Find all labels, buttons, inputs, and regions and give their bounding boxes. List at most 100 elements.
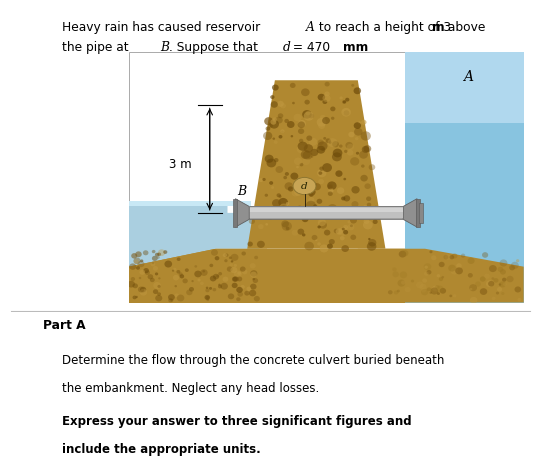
- Text: the embankment. Neglect any head losses.: the embankment. Neglect any head losses.: [62, 382, 320, 395]
- Circle shape: [437, 292, 440, 295]
- Circle shape: [279, 195, 281, 198]
- Text: A: A: [306, 21, 314, 34]
- Circle shape: [373, 219, 378, 224]
- Circle shape: [280, 129, 285, 133]
- Circle shape: [366, 197, 371, 201]
- Circle shape: [309, 193, 313, 197]
- Circle shape: [234, 264, 237, 267]
- Circle shape: [288, 186, 294, 191]
- Circle shape: [449, 295, 452, 297]
- Circle shape: [315, 239, 318, 241]
- Circle shape: [401, 280, 406, 285]
- Circle shape: [265, 194, 268, 197]
- Circle shape: [430, 292, 432, 294]
- Circle shape: [296, 215, 300, 218]
- Circle shape: [281, 130, 284, 133]
- Circle shape: [300, 163, 304, 166]
- Circle shape: [200, 281, 204, 285]
- Circle shape: [475, 281, 481, 287]
- Circle shape: [511, 262, 519, 269]
- Circle shape: [301, 88, 309, 96]
- Circle shape: [325, 91, 329, 96]
- Circle shape: [275, 117, 283, 123]
- Bar: [419, 203, 423, 223]
- Circle shape: [453, 294, 457, 297]
- Circle shape: [491, 277, 494, 280]
- Polygon shape: [129, 204, 259, 270]
- Circle shape: [218, 272, 222, 275]
- Circle shape: [292, 230, 298, 235]
- Circle shape: [351, 84, 354, 87]
- Bar: [405, 52, 524, 123]
- Circle shape: [285, 182, 293, 190]
- Circle shape: [489, 265, 497, 272]
- Circle shape: [272, 84, 279, 91]
- Circle shape: [305, 180, 311, 186]
- Circle shape: [292, 102, 295, 104]
- Circle shape: [163, 250, 167, 254]
- Circle shape: [361, 131, 371, 141]
- Circle shape: [213, 274, 219, 280]
- Text: d: d: [301, 182, 308, 190]
- Circle shape: [285, 119, 289, 123]
- Circle shape: [296, 185, 306, 194]
- Circle shape: [430, 250, 432, 253]
- Circle shape: [354, 122, 361, 129]
- Circle shape: [250, 284, 256, 289]
- Circle shape: [394, 290, 398, 295]
- Circle shape: [514, 287, 521, 293]
- Circle shape: [328, 138, 338, 147]
- Circle shape: [131, 253, 137, 258]
- Circle shape: [425, 265, 428, 269]
- Circle shape: [503, 283, 507, 286]
- Circle shape: [194, 265, 197, 268]
- Circle shape: [318, 226, 321, 228]
- Circle shape: [321, 148, 325, 151]
- Circle shape: [279, 135, 282, 138]
- Circle shape: [499, 259, 507, 266]
- Circle shape: [318, 219, 326, 226]
- Circle shape: [148, 274, 153, 280]
- Circle shape: [237, 272, 241, 275]
- Circle shape: [220, 283, 228, 289]
- Circle shape: [469, 284, 477, 291]
- Circle shape: [316, 118, 326, 127]
- Bar: [129, 249, 524, 303]
- Circle shape: [333, 149, 342, 158]
- Text: B: B: [237, 185, 246, 198]
- Polygon shape: [358, 249, 524, 303]
- Circle shape: [210, 276, 216, 281]
- Circle shape: [328, 188, 334, 193]
- Circle shape: [237, 277, 242, 281]
- Circle shape: [316, 146, 325, 154]
- Circle shape: [138, 287, 144, 293]
- Circle shape: [180, 274, 184, 279]
- Circle shape: [249, 219, 255, 224]
- Ellipse shape: [293, 177, 316, 195]
- Circle shape: [209, 287, 212, 290]
- Bar: [249, 206, 403, 219]
- Circle shape: [177, 257, 181, 261]
- Circle shape: [305, 189, 309, 193]
- Circle shape: [153, 266, 158, 271]
- Circle shape: [281, 220, 289, 227]
- Circle shape: [298, 121, 305, 128]
- Circle shape: [232, 277, 237, 282]
- Circle shape: [322, 95, 331, 102]
- Circle shape: [254, 296, 260, 302]
- Circle shape: [278, 113, 283, 118]
- Circle shape: [241, 251, 246, 256]
- Circle shape: [285, 172, 289, 176]
- Circle shape: [350, 224, 353, 227]
- Circle shape: [319, 171, 322, 175]
- Circle shape: [133, 283, 138, 288]
- Circle shape: [222, 277, 228, 282]
- Circle shape: [194, 271, 202, 277]
- Circle shape: [452, 253, 458, 258]
- Circle shape: [329, 239, 335, 244]
- Circle shape: [250, 272, 257, 278]
- Circle shape: [213, 288, 216, 291]
- Circle shape: [352, 201, 359, 207]
- Circle shape: [272, 199, 281, 207]
- Circle shape: [158, 277, 161, 280]
